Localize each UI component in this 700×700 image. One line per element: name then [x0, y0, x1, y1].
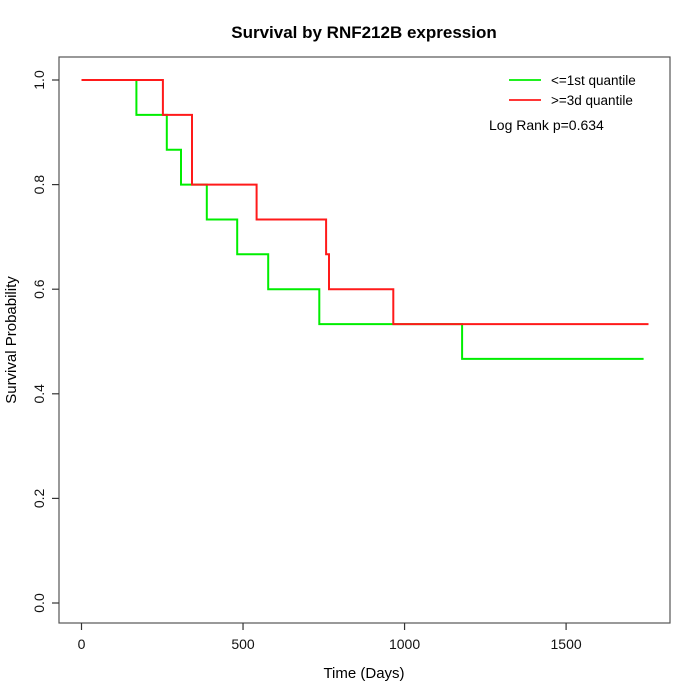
y-tick-label: 1.0	[31, 70, 47, 90]
y-tick-label: 0.8	[31, 175, 47, 195]
legend-label-first-quantile: <=1st quantile	[551, 73, 636, 88]
legend: <=1st quantile >=3d quantile Log Rank p=…	[489, 73, 636, 133]
y-tick-label: 0.2	[31, 488, 47, 508]
log-rank-annotation: Log Rank p=0.634	[489, 117, 604, 133]
chart-title: Survival by RNF212B expression	[231, 23, 497, 42]
legend-label-third-quantile: >=3d quantile	[551, 93, 633, 108]
plot-box	[58, 56, 671, 624]
y-tick-label: 0.0	[31, 593, 47, 613]
x-tick-label: 1000	[389, 636, 420, 652]
x-axis-label: Time (Days)	[323, 665, 404, 682]
km-curve-high-expression	[81, 79, 649, 326]
y-tick-label: 0.4	[31, 384, 47, 404]
axis-ticks: 0 500 1000 1500 0.0 0.2 0.4 0.6 0.8 1.0	[31, 70, 582, 652]
survival-curves	[81, 79, 649, 360]
x-tick-label: 0	[78, 636, 86, 652]
y-tick-label: 0.6	[31, 279, 47, 299]
x-tick-label: 1500	[551, 636, 582, 652]
km-curve-low-expression	[81, 79, 644, 360]
x-tick-label: 500	[231, 636, 255, 652]
y-axis-label: Survival Probability	[3, 276, 20, 404]
